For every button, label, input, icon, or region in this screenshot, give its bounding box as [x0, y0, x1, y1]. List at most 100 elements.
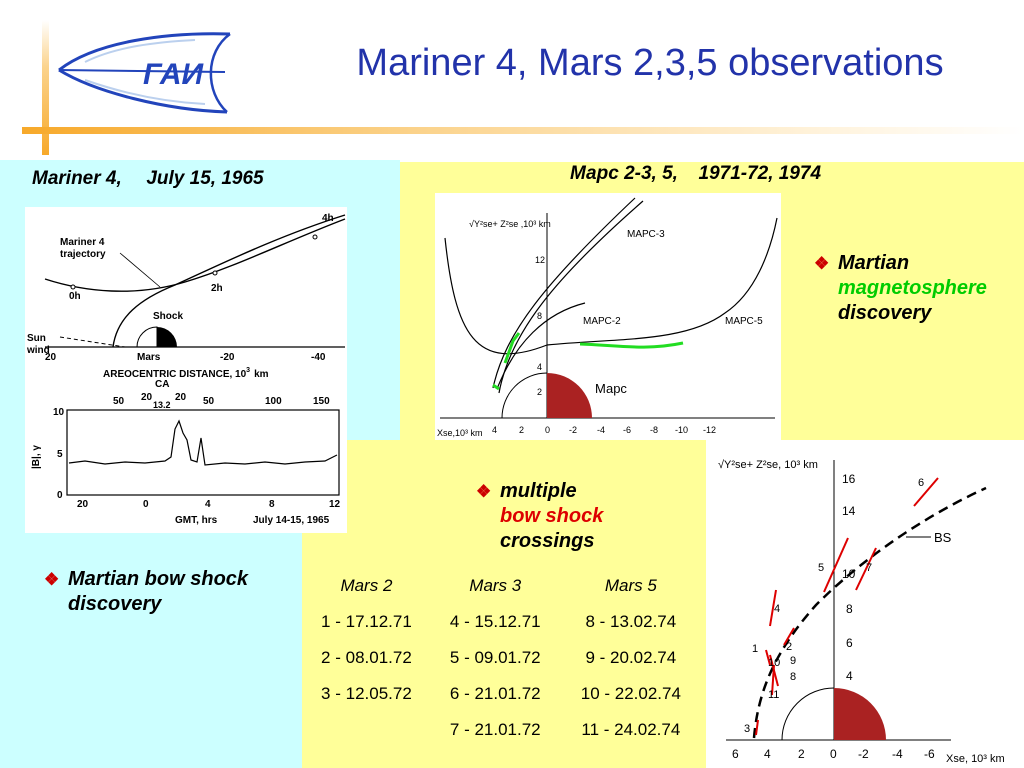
- page-title: Mariner 4, Mars 2,3,5 observations: [356, 42, 944, 84]
- table-panel: [302, 440, 706, 768]
- crossing-label: 3: [744, 723, 750, 735]
- crossing-label: 6: [918, 477, 924, 489]
- fig2-x-tick: -6: [623, 425, 631, 435]
- bullet-magnetosphere-discovery: ❖ Martian magnetosphere discovery: [814, 251, 987, 326]
- fig2-y-label: √Y²se+ Z²se ,10³ km: [469, 219, 551, 229]
- fig3-x-tick: -2: [858, 747, 869, 761]
- crossing-label: 1: [752, 643, 758, 655]
- crossing-label: 5: [818, 562, 824, 574]
- fig2-y-tick: 12: [535, 255, 545, 265]
- fig3-x-tick: -6: [924, 747, 935, 761]
- table-cell: 2 - 08.01.72: [321, 648, 412, 667]
- fig3-y-tick: 6: [846, 636, 853, 650]
- bow-shock-figure: √Y²se+ Z²se, 10³ km 16 14 10 8 6 4 2 BS …: [706, 440, 1024, 768]
- trajectory-label-1: Mariner 4: [60, 237, 105, 248]
- gmt-tick: 8: [269, 499, 275, 510]
- bullet-line-3: crossings: [500, 530, 595, 552]
- table-cell: 4 - 15.12.71: [449, 612, 541, 631]
- fish-logo-icon: ГАИ: [58, 32, 231, 114]
- diamond-bullet-icon: ❖: [814, 254, 830, 273]
- fig3-x-tick: 6: [732, 747, 739, 761]
- mars5-label: МАРС-5: [725, 316, 763, 327]
- wind-label: wind: [26, 345, 50, 356]
- fig3-y-label: √Y²se+ Z²se, 10³ km: [718, 459, 818, 471]
- fig2-x-tick: -8: [650, 425, 658, 435]
- table-cell: 10 - 22.02.74: [580, 684, 681, 703]
- table-row: 7 - 21.01.72 11 - 24.02.74: [302, 712, 702, 748]
- fig3-x-tick: 4: [764, 747, 771, 761]
- table-cell: 6 - 21.01.72: [449, 684, 541, 703]
- mars3-label: МАРС-3: [627, 229, 665, 240]
- diamond-bullet-icon: ❖: [44, 570, 60, 589]
- top-tick: 20: [141, 392, 153, 403]
- gmt-tick: 4: [205, 499, 211, 510]
- mars-trajectory-graphic: √Y²se+ Z²se ,10³ km 12 8 4 2 Марс МАРС-3…: [437, 197, 778, 438]
- top-tick: 20: [175, 392, 187, 403]
- fig2-x-label: Xse,10³ km: [437, 428, 483, 438]
- fig2-x-tick: -2: [569, 425, 577, 435]
- header-vertical-bar: [42, 20, 49, 155]
- fig3-x-label: Xse, 10³ km: [946, 753, 1005, 765]
- date-label: July 14-15, 1965: [253, 515, 330, 526]
- bullet-line-1: Martian: [838, 252, 910, 274]
- mariner-figure: Mariner 4 trajectory Shock Sun wind Mars…: [25, 207, 347, 533]
- gmt-axis-label: GMT, hrs: [175, 515, 218, 526]
- bullet-line-2: discovery: [68, 593, 162, 615]
- sun-label: Sun: [27, 333, 46, 344]
- mariner-caption-name: Mariner 4,: [32, 168, 122, 189]
- bullet-line-1: multiple: [500, 480, 577, 502]
- fig2-x-tick: 4: [492, 425, 497, 435]
- mariner-figure-graphic: Mariner 4 trajectory Shock Sun wind Mars…: [26, 213, 346, 526]
- shock-label: Shock: [153, 311, 183, 322]
- fig3-y-tick: 14: [842, 504, 856, 518]
- table-cell: 11 - 24.02.74: [581, 720, 681, 739]
- fig3-x-tick: 0: [830, 747, 837, 761]
- table-cell: 3 - 12.05.72: [321, 684, 412, 703]
- fig3-y-tick: 8: [846, 602, 853, 616]
- bullet-line-3: discovery: [838, 302, 932, 324]
- table-cell: [302, 712, 431, 748]
- crossing-label: 2: [786, 641, 792, 653]
- trajectory-label-2: trajectory: [60, 249, 106, 260]
- bullet-line-2: magnetosphere: [838, 277, 987, 299]
- bs-label: BS: [934, 530, 952, 545]
- y-tick-10: 10: [53, 407, 65, 418]
- fig2-x-tick: -4: [597, 425, 605, 435]
- mariner-caption: Mariner 4, July 15, 1965: [32, 168, 264, 190]
- crossing-label: 8: [790, 671, 796, 683]
- table-header-cell: Mars 3: [469, 576, 522, 595]
- bullet-multiple-crossings: ❖ multiple bow shock crossings: [476, 479, 604, 554]
- crossing-label: 4: [774, 603, 780, 615]
- y-tick-0: 0: [57, 490, 63, 501]
- top-tick: 150: [313, 396, 330, 407]
- y-tick-5: 5: [57, 449, 63, 460]
- mars-caption-name: Марс 2-3, 5,: [570, 163, 678, 184]
- crossing-label: 9: [790, 655, 796, 667]
- crossing-label: 10: [768, 657, 780, 669]
- top-tick: 50: [203, 396, 215, 407]
- time-label-0h: 0h: [69, 291, 81, 302]
- top-tick: 100: [265, 396, 282, 407]
- crossing-label: 11: [768, 689, 779, 701]
- table-cell: 7 - 21.01.72: [449, 720, 541, 739]
- table-cell: 8 - 13.02.74: [585, 612, 677, 631]
- table-cell: 9 - 20.02.74: [585, 648, 677, 667]
- mars-caption-date: 1971-72, 1974: [698, 163, 822, 184]
- fig2-y-tick: 8: [537, 311, 542, 321]
- bullet-line-1: Martian bow shock: [68, 568, 249, 590]
- areocentric-axis-label: AREOCENTRIC DISTANCE, 103 km: [103, 367, 269, 380]
- bullet-line-2: bow shock: [500, 505, 604, 527]
- gmt-tick: 20: [77, 499, 89, 510]
- fig2-x-tick: -12: [703, 425, 716, 435]
- top-tick: 13.2: [153, 400, 171, 410]
- fig2-y-tick: 4: [537, 362, 542, 372]
- logo: ГАИ: [55, 22, 235, 122]
- table-row: 2 - 08.01.72 5 - 09.01.72 9 - 20.02.74: [302, 640, 702, 676]
- time-label-2h: 2h: [211, 283, 223, 294]
- table-header-cell: Mars 2: [340, 576, 393, 595]
- fig2-y-tick: 2: [537, 387, 542, 397]
- fig2-x-tick: 2: [519, 425, 524, 435]
- fig3-x-tick: -4: [892, 747, 903, 761]
- x-tick-20: 20: [45, 352, 57, 363]
- mariner-caption-date: July 15, 1965: [146, 168, 264, 189]
